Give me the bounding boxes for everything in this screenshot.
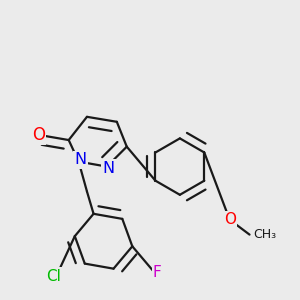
Text: N: N [74,152,86,167]
Text: Cl: Cl [46,268,61,284]
Text: F: F [153,265,162,280]
Text: N: N [103,161,115,176]
Text: O: O [32,126,45,144]
Text: CH₃: CH₃ [253,228,276,241]
Text: O: O [224,212,236,227]
